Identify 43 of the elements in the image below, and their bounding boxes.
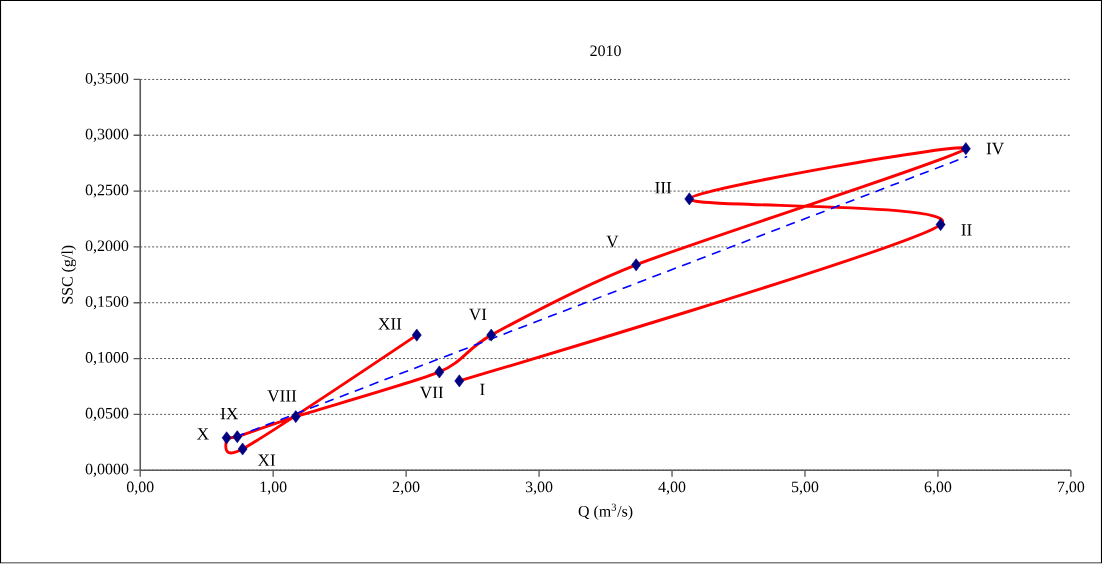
annotation: III bbox=[655, 182, 672, 194]
point bbox=[232, 430, 243, 444]
point bbox=[434, 365, 445, 379]
y-tick-label: 0,1500 bbox=[85, 296, 129, 310]
x-tick-label: 1,00 bbox=[260, 481, 287, 495]
annotation: V bbox=[606, 235, 619, 248]
point bbox=[221, 431, 232, 445]
point bbox=[684, 192, 695, 206]
y-tick-label: 0,1000 bbox=[85, 352, 129, 366]
point bbox=[290, 410, 301, 424]
annotation: X bbox=[197, 428, 209, 440]
x-tick-label: 0,00 bbox=[126, 481, 154, 495]
point bbox=[631, 258, 641, 272]
annotation: I bbox=[480, 383, 485, 396]
point bbox=[935, 218, 946, 232]
y-tick-label: 0,0000 bbox=[85, 463, 129, 477]
point bbox=[237, 442, 248, 456]
point bbox=[411, 328, 422, 342]
annotation: VI bbox=[468, 308, 487, 321]
point bbox=[961, 142, 971, 156]
annotation: IV bbox=[986, 143, 1005, 155]
x-tick-label: 6,00 bbox=[924, 481, 952, 495]
x-tick-label: 4,00 bbox=[658, 481, 686, 495]
chart-title: 2010 bbox=[590, 45, 621, 57]
annotation: VII bbox=[419, 387, 444, 399]
y-tick-label: 0,0500 bbox=[85, 408, 129, 422]
y-tick-label: 0,3000 bbox=[85, 128, 129, 142]
x-tick-label: 3,00 bbox=[525, 481, 553, 495]
y-tick-label: 0,2500 bbox=[85, 184, 129, 198]
x-axis-title: Q (m$^{3}$/s) bbox=[578, 503, 633, 521]
point bbox=[486, 328, 497, 342]
x-tick-label: 7,00 bbox=[1058, 481, 1085, 495]
annotation: XI bbox=[257, 454, 276, 467]
y-tick-label: 0,3500 bbox=[85, 73, 129, 87]
annotation: IX bbox=[220, 408, 239, 420]
annotation: II bbox=[961, 224, 972, 236]
point bbox=[454, 374, 465, 388]
x-tick-label: 5,00 bbox=[791, 481, 819, 495]
annotation: VIII bbox=[267, 390, 297, 402]
y-tick-label: 0,2000 bbox=[85, 240, 129, 254]
y-axis-title: SSC (g/l) bbox=[61, 245, 76, 304]
annotation: XII bbox=[378, 318, 402, 330]
x-tick-label: 2,00 bbox=[392, 481, 420, 495]
